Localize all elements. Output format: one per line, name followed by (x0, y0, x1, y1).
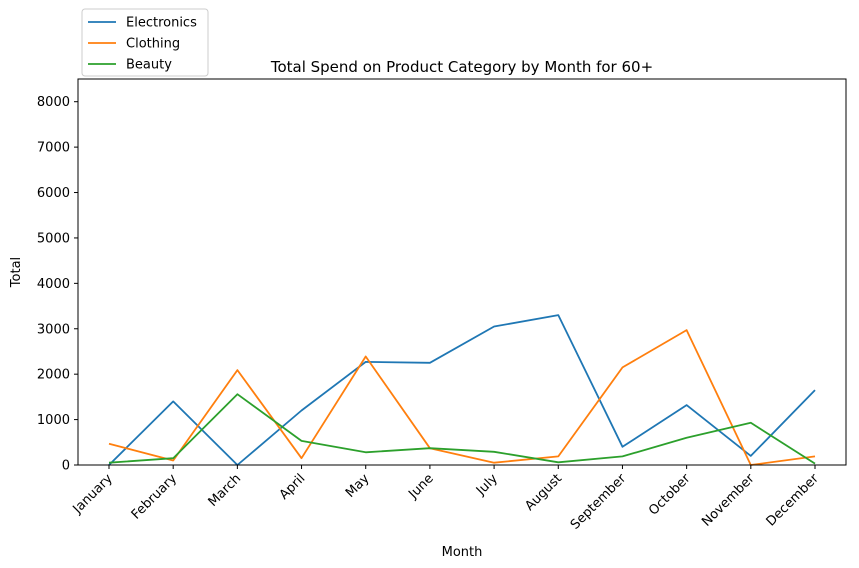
y-tick-label: 0 (62, 459, 70, 474)
y-tick-label: 2000 (37, 368, 70, 383)
y-axis-label: Total (9, 257, 24, 288)
x-axis-label: Month (442, 545, 483, 560)
y-tick-label: 4000 (37, 277, 70, 292)
x-tick-label: January (70, 471, 116, 517)
x-tick-label: April (277, 471, 309, 503)
x-tick-label: October (646, 471, 694, 519)
x-tick-label: May (343, 471, 373, 501)
series-line-beauty (108, 393, 816, 465)
y-tick-label: 7000 (37, 141, 70, 156)
y-tick-label: 1000 (37, 413, 70, 428)
legend: Electronics Clothing Beauty (81, 8, 209, 77)
x-tick-label: September (568, 471, 630, 533)
x-tick-label: August (522, 471, 565, 514)
x-tick-label: February (129, 471, 181, 523)
legend-box (81, 8, 209, 77)
x-tick-label: June (405, 471, 436, 502)
chart-title: Total Spend on Product Category by Month… (270, 58, 653, 76)
y-axis: 0 1000 2000 3000 4000 5000 6000 7000 8000 (37, 95, 78, 474)
x-tick-label: March (206, 471, 245, 510)
x-tick-label: July (473, 471, 501, 499)
x-tick-label: December (764, 471, 823, 530)
y-tick-label: 6000 (37, 186, 70, 201)
y-tick-label: 5000 (37, 231, 70, 246)
plot-frame (77, 78, 847, 466)
legend-label: Electronics (126, 16, 197, 31)
y-tick-label: 8000 (37, 95, 70, 110)
x-tick-label: November (699, 471, 758, 530)
legend-label: Clothing (126, 37, 180, 52)
x-axis: January February March April May June July Augu… (70, 465, 823, 533)
plot-content (108, 314, 816, 466)
series-line-electronics (108, 314, 816, 466)
y-tick-label: 3000 (37, 322, 70, 337)
legend-label: Beauty (126, 58, 172, 73)
series-line-clothing (108, 329, 816, 466)
